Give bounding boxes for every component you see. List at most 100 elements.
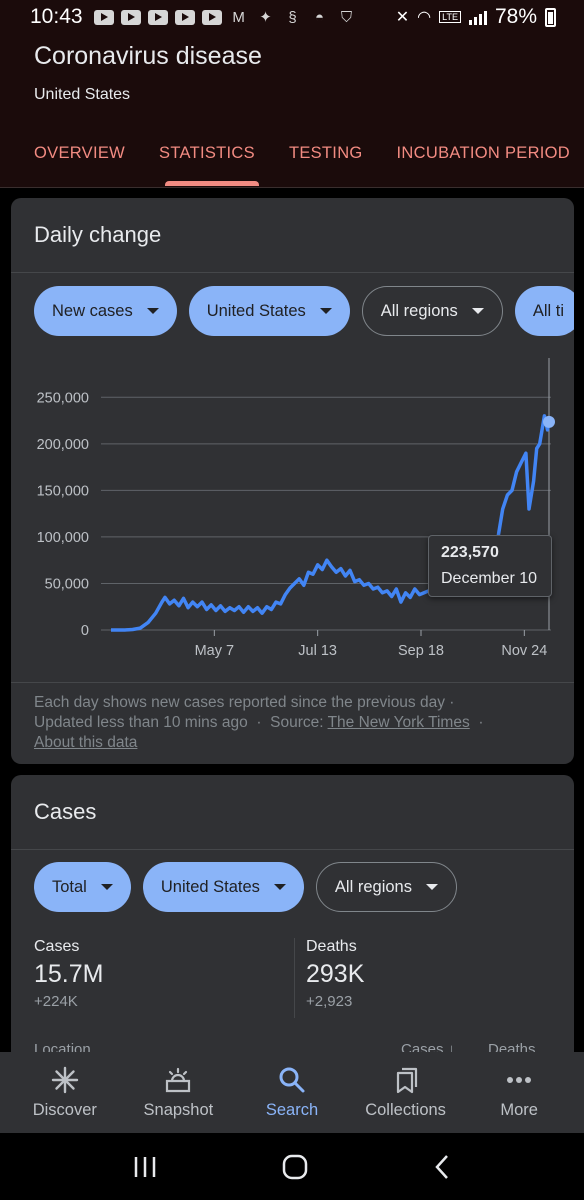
divider bbox=[11, 849, 574, 850]
youtube-icon bbox=[93, 9, 114, 25]
nav-collections[interactable]: Collections bbox=[351, 1065, 461, 1120]
tooltip-date: December 10 bbox=[441, 570, 538, 587]
stat-value: 15.7M bbox=[34, 960, 104, 988]
tab-statistics[interactable]: STATISTICS bbox=[159, 144, 259, 186]
more-icon bbox=[507, 1077, 532, 1083]
youtube-icon bbox=[201, 9, 222, 25]
stat-value: 293K bbox=[306, 960, 365, 988]
tab-incubation-period[interactable]: INCUBATION PERIOD bbox=[396, 144, 571, 162]
signal-icon bbox=[468, 9, 487, 25]
metric-filter-chip[interactable]: New cases bbox=[34, 286, 177, 336]
x-tick-label: Sep 18 bbox=[398, 643, 444, 659]
caret-down-icon bbox=[471, 308, 484, 314]
tab-testing[interactable]: TESTING bbox=[288, 144, 363, 162]
separator-dot: · bbox=[474, 714, 484, 731]
nav-label: Search bbox=[265, 1101, 319, 1119]
tab-bar: OVERVIEW STATISTICS TESTING INCUBATION P… bbox=[34, 144, 571, 186]
caret-down-icon bbox=[273, 884, 286, 890]
stat-delta: +224K bbox=[34, 993, 78, 1010]
nav-label: Collections bbox=[365, 1101, 446, 1119]
y-tick-label: 200,000 bbox=[37, 437, 89, 453]
twitter-icon: ✦ bbox=[259, 9, 272, 26]
divider bbox=[11, 272, 574, 273]
caret-down-icon bbox=[146, 308, 159, 314]
stat-label: Deaths bbox=[306, 938, 357, 955]
chip-label: United States bbox=[206, 301, 306, 320]
wifi-icon: ◠ bbox=[417, 9, 432, 26]
region-filter-chip[interactable]: All regions bbox=[361, 286, 503, 336]
nav-label: Snapshot bbox=[143, 1101, 214, 1119]
stat-delta: +2,923 bbox=[306, 993, 353, 1010]
x-tick-label: Jul 13 bbox=[298, 643, 337, 659]
topic-header: Coronavirus disease United States OVERVI… bbox=[0, 34, 584, 188]
x-tick-label: May 7 bbox=[195, 643, 235, 659]
location-subtitle: United States bbox=[34, 86, 131, 103]
y-tick-label: 250,000 bbox=[37, 390, 89, 406]
caret-down-icon bbox=[100, 884, 113, 890]
daily-cases-chart[interactable]: 0 50,000 100,000 150,000 200,000 250,000 May 7… bbox=[11, 348, 574, 668]
y-tick-label: 150,000 bbox=[37, 483, 89, 499]
daily-change-card: Daily change New cases United States All… bbox=[11, 198, 574, 764]
chart-tooltip: 223,570 December 10 bbox=[428, 535, 552, 597]
divider bbox=[11, 682, 574, 683]
asterisk-icon bbox=[51, 1066, 78, 1094]
chip-label: New cases bbox=[52, 301, 133, 320]
y-tick-label: 0 bbox=[81, 623, 89, 639]
filter-chips: New cases United States All regions All … bbox=[34, 286, 574, 336]
card-title: Daily change bbox=[34, 222, 162, 247]
nav-label: Discover bbox=[32, 1101, 97, 1119]
region-filter-chip[interactable]: All regions bbox=[315, 862, 457, 912]
home-icon[interactable] bbox=[281, 1153, 309, 1181]
back-icon[interactable] bbox=[432, 1153, 452, 1181]
about-data-link[interactable]: About this data bbox=[34, 734, 138, 751]
nav-snapshot[interactable]: Snapshot bbox=[123, 1065, 233, 1120]
nav-label: More bbox=[500, 1101, 538, 1119]
y-tick-label: 100,000 bbox=[37, 530, 89, 546]
chart-footnote: Each day shows new cases reported since … bbox=[34, 693, 554, 753]
stat-label: Cases bbox=[34, 938, 80, 955]
y-tick-label: 50,000 bbox=[45, 576, 89, 592]
source-link[interactable]: The New York Times bbox=[327, 714, 470, 731]
system-navigation-bar bbox=[0, 1133, 584, 1200]
shazam-icon: § bbox=[288, 8, 297, 26]
hover-point bbox=[543, 415, 555, 428]
country-filter-chip[interactable]: United States bbox=[188, 286, 350, 336]
separator-dot: · bbox=[252, 714, 266, 731]
total-filter-chip[interactable]: Total bbox=[34, 862, 131, 912]
mute-icon: ✕ bbox=[395, 9, 410, 26]
chip-label: United States bbox=[160, 877, 260, 896]
x-tick-label: Nov 24 bbox=[501, 643, 547, 659]
snapshot-icon bbox=[166, 1067, 191, 1093]
chip-label: Total bbox=[52, 877, 87, 896]
chip-label: All regions bbox=[334, 877, 412, 896]
country-filter-chip[interactable]: United States bbox=[142, 862, 304, 912]
tooltip-value: 223,570 bbox=[441, 544, 499, 561]
youtube-icon bbox=[174, 9, 195, 25]
youtube-icon bbox=[120, 9, 141, 25]
youtube-icon bbox=[147, 9, 168, 25]
divider bbox=[294, 938, 295, 1018]
series-line bbox=[111, 414, 551, 632]
nav-more[interactable]: More bbox=[464, 1065, 574, 1120]
search-icon bbox=[279, 1067, 305, 1093]
collections-icon bbox=[396, 1067, 417, 1094]
source-label: Source: bbox=[270, 714, 324, 731]
incognito-icon: ◓ bbox=[315, 8, 325, 26]
page-title: Coronavirus disease bbox=[34, 42, 262, 70]
time-filter-chip[interactable]: All ti bbox=[514, 286, 574, 336]
nav-discover[interactable]: Discover bbox=[10, 1065, 120, 1120]
filter-chips: Total United States All regions bbox=[34, 862, 457, 912]
nav-search[interactable]: Search bbox=[237, 1065, 347, 1120]
status-bar: 10:43 M ✦ § ◓ ⛉ ✕ ◠ LTE 78% bbox=[0, 0, 584, 34]
chip-label: All ti bbox=[532, 301, 564, 320]
caret-down-icon bbox=[319, 308, 332, 314]
footnote-line: Each day shows new cases reported since … bbox=[34, 694, 455, 711]
cases-card: Cases Total United States All regions Ca… bbox=[11, 775, 574, 1075]
nfl-icon: ⛉ bbox=[340, 8, 353, 26]
volte-icon: LTE bbox=[439, 11, 461, 23]
tab-overview[interactable]: OVERVIEW bbox=[34, 144, 126, 162]
updated-text: Updated less than 10 mins ago bbox=[34, 714, 248, 731]
recent-apps-icon[interactable] bbox=[132, 1155, 158, 1179]
chip-label: All regions bbox=[380, 301, 458, 320]
battery-percent: 78% bbox=[494, 5, 537, 28]
